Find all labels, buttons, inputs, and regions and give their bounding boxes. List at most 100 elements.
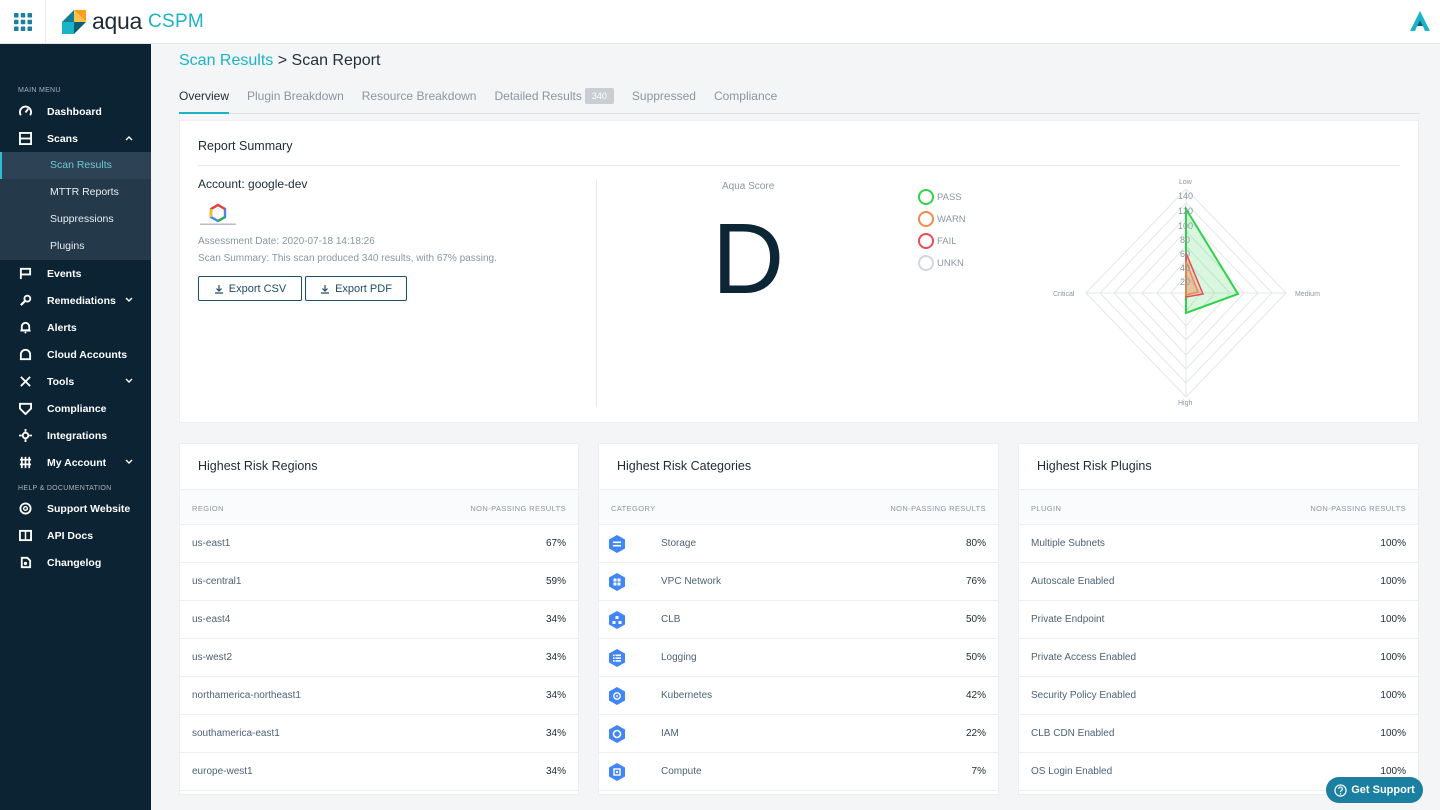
sidebar-item-integrations[interactable]: Integrations [0, 422, 151, 449]
sidebar-item-alerts[interactable]: Alerts [0, 314, 151, 341]
table-row[interactable]: Storage 80% [599, 525, 998, 563]
divider [198, 165, 1400, 166]
chevron-down-icon [125, 459, 133, 464]
tab-detailed-results[interactable]: Detailed Results 340 [494, 88, 614, 114]
table-row[interactable]: CLB CDN Enabled 100% [1019, 715, 1418, 753]
sidebar-sub-scan-results[interactable]: Scan Results [0, 152, 151, 179]
aqua-score-label: Aqua Score [722, 181, 775, 192]
sidebar-item-label: Remediations [47, 294, 116, 307]
tab-resource-breakdown[interactable]: Resource Breakdown [361, 89, 477, 103]
panel-title: Highest Risk Regions [198, 459, 318, 473]
integrations-icon [18, 429, 32, 443]
aqua-logo-icon [62, 9, 86, 34]
sidebar-item-label: Alerts [47, 321, 77, 334]
risk-radar-chart: Low Medium High Critical 140 120 100 80 … [1053, 179, 1320, 407]
table-row[interactable]: southamerica-east1 34% [180, 715, 578, 753]
tab-plugin-breakdown[interactable]: Plugin Breakdown [247, 89, 344, 103]
panel-title: Highest Risk Plugins [1037, 459, 1152, 473]
sidebar-item-changelog[interactable]: Changelog [0, 549, 151, 576]
aqua-a-logo[interactable] [1408, 9, 1432, 38]
sidebar-sub-mttr-reports[interactable]: MTTR Reports [50, 186, 119, 198]
legend-fail[interactable]: FAIL [918, 230, 966, 252]
brand-logo[interactable]: aqua CSPM [62, 8, 204, 35]
table-row[interactable]: Autoscale Enabled 100% [1019, 563, 1418, 601]
sidebar-item-label: Dashboard [47, 105, 102, 118]
tab-suppressed[interactable]: Suppressed [631, 89, 696, 103]
sidebar-item-label: My Account [47, 456, 107, 469]
radar-tick: 140 [1178, 191, 1193, 201]
table-header: PLUGIN NON-PASSING RESULTS [1019, 489, 1418, 525]
radar-warn-area [1185, 260, 1200, 296]
fail-ring-icon [918, 233, 934, 249]
table-row[interactable]: Kubernetes 42% [599, 677, 998, 715]
radar-axis-medium: Medium [1295, 291, 1320, 298]
radar-pass-area [1185, 205, 1240, 315]
shield-icon [18, 402, 32, 416]
tab-overview[interactable]: Overview [179, 88, 230, 114]
table-row[interactable]: northamerica-northeast1 34% [180, 677, 578, 715]
sidebar-sub-plugins[interactable]: Plugins [50, 240, 85, 252]
table-row[interactable]: OS Login Enabled 100% [1019, 753, 1418, 791]
table-row[interactable]: CLB 50% [599, 601, 998, 639]
app-switcher-button[interactable] [0, 0, 46, 44]
get-support-button[interactable]: Get Support [1326, 777, 1423, 803]
report-tabs: Overview Plugin Breakdown Resource Break… [179, 88, 1420, 114]
unkn-ring-icon [918, 255, 934, 271]
aqua-a-icon [1410, 11, 1430, 31]
table-row[interactable]: VPC Network 76% [599, 563, 998, 601]
load-balancer-icon [609, 611, 625, 629]
table-row[interactable]: us-west2 34% [180, 639, 578, 677]
logging-icon [609, 649, 625, 667]
table-row[interactable]: Security Policy Enabled 100% [1019, 677, 1418, 715]
table-row[interactable]: europe-west1 34% [180, 753, 578, 791]
table-row[interactable]: IAM 22% [599, 715, 998, 753]
report-summary-title: Report Summary [198, 139, 293, 153]
sidebar-item-label: Changelog [47, 556, 102, 569]
sidebar-item-label: API Docs [47, 529, 94, 542]
radar-tick: 20 [1180, 277, 1190, 287]
table-row[interactable]: Logging 50% [599, 639, 998, 677]
book-icon [18, 529, 32, 543]
sidebar-item-label: Scans [47, 132, 78, 145]
dashboard-icon [18, 105, 32, 119]
tab-compliance[interactable]: Compliance [713, 89, 778, 103]
sidebar-item-compliance[interactable]: Compliance [0, 395, 151, 422]
sidebar-item-dashboard[interactable]: Dashboard [0, 98, 151, 125]
radar-tick: 60 [1180, 249, 1190, 259]
table-row[interactable]: Private Access Enabled 100% [1019, 639, 1418, 677]
radar-tick: 80 [1180, 235, 1190, 245]
sidebar-item-events[interactable]: Events [0, 260, 151, 287]
table-row[interactable]: us-east1 67% [180, 525, 578, 563]
legend-pass[interactable]: PASS [918, 186, 966, 208]
breadcrumb: Scan Results > Scan Report [179, 52, 380, 70]
sidebar-item-support-website[interactable]: Support Website [0, 495, 151, 522]
sidebar-item-cloud-accounts[interactable]: Cloud Accounts [0, 341, 151, 368]
radar-tick: 120 [1178, 206, 1193, 216]
column-header-plugin: PLUGIN [1031, 504, 1062, 513]
sidebar-item-my-account[interactable]: My Account [0, 449, 151, 476]
sidebar-item-tools[interactable]: Tools [0, 368, 151, 395]
highest-risk-regions-panel: Highest Risk Regions REGION NON-PASSING … [179, 443, 579, 795]
pass-ring-icon [918, 189, 934, 205]
sidebar-sub-suppressions[interactable]: Suppressions [50, 213, 114, 225]
table-row[interactable]: Compute 7% [599, 753, 998, 791]
table-row[interactable]: us-central1 59% [180, 563, 578, 601]
sidebar-item-scans[interactable]: Scans [0, 125, 151, 152]
table-row[interactable]: Multiple Subnets 100% [1019, 525, 1418, 563]
sidebar-item-api-docs[interactable]: API Docs [0, 522, 151, 549]
highest-risk-plugins-panel: Highest Risk Plugins PLUGIN NON-PASSING … [1018, 443, 1419, 795]
export-pdf-button[interactable]: Export PDF [305, 276, 407, 301]
breadcrumb-scan-results-link[interactable]: Scan Results [179, 52, 274, 69]
table-row[interactable]: us-east4 34% [180, 601, 578, 639]
panel-title: Highest Risk Categories [617, 459, 752, 473]
legend-unkn[interactable]: UNKN [918, 252, 966, 274]
column-header-non-passing: NON-PASSING RESULTS [890, 504, 986, 513]
sidebar-item-label: Integrations [47, 429, 108, 442]
top-bar: aqua CSPM [0, 0, 1440, 44]
export-csv-button[interactable]: Export CSV [198, 276, 302, 301]
sidebar-item-remediations[interactable]: Remediations [0, 287, 151, 314]
legend-warn[interactable]: WARN [918, 208, 966, 230]
sidebar-item-label: Compliance [47, 402, 107, 415]
table-row[interactable]: Private Endpoint 100% [1019, 601, 1418, 639]
table-header: REGION NON-PASSING RESULTS [180, 489, 578, 525]
